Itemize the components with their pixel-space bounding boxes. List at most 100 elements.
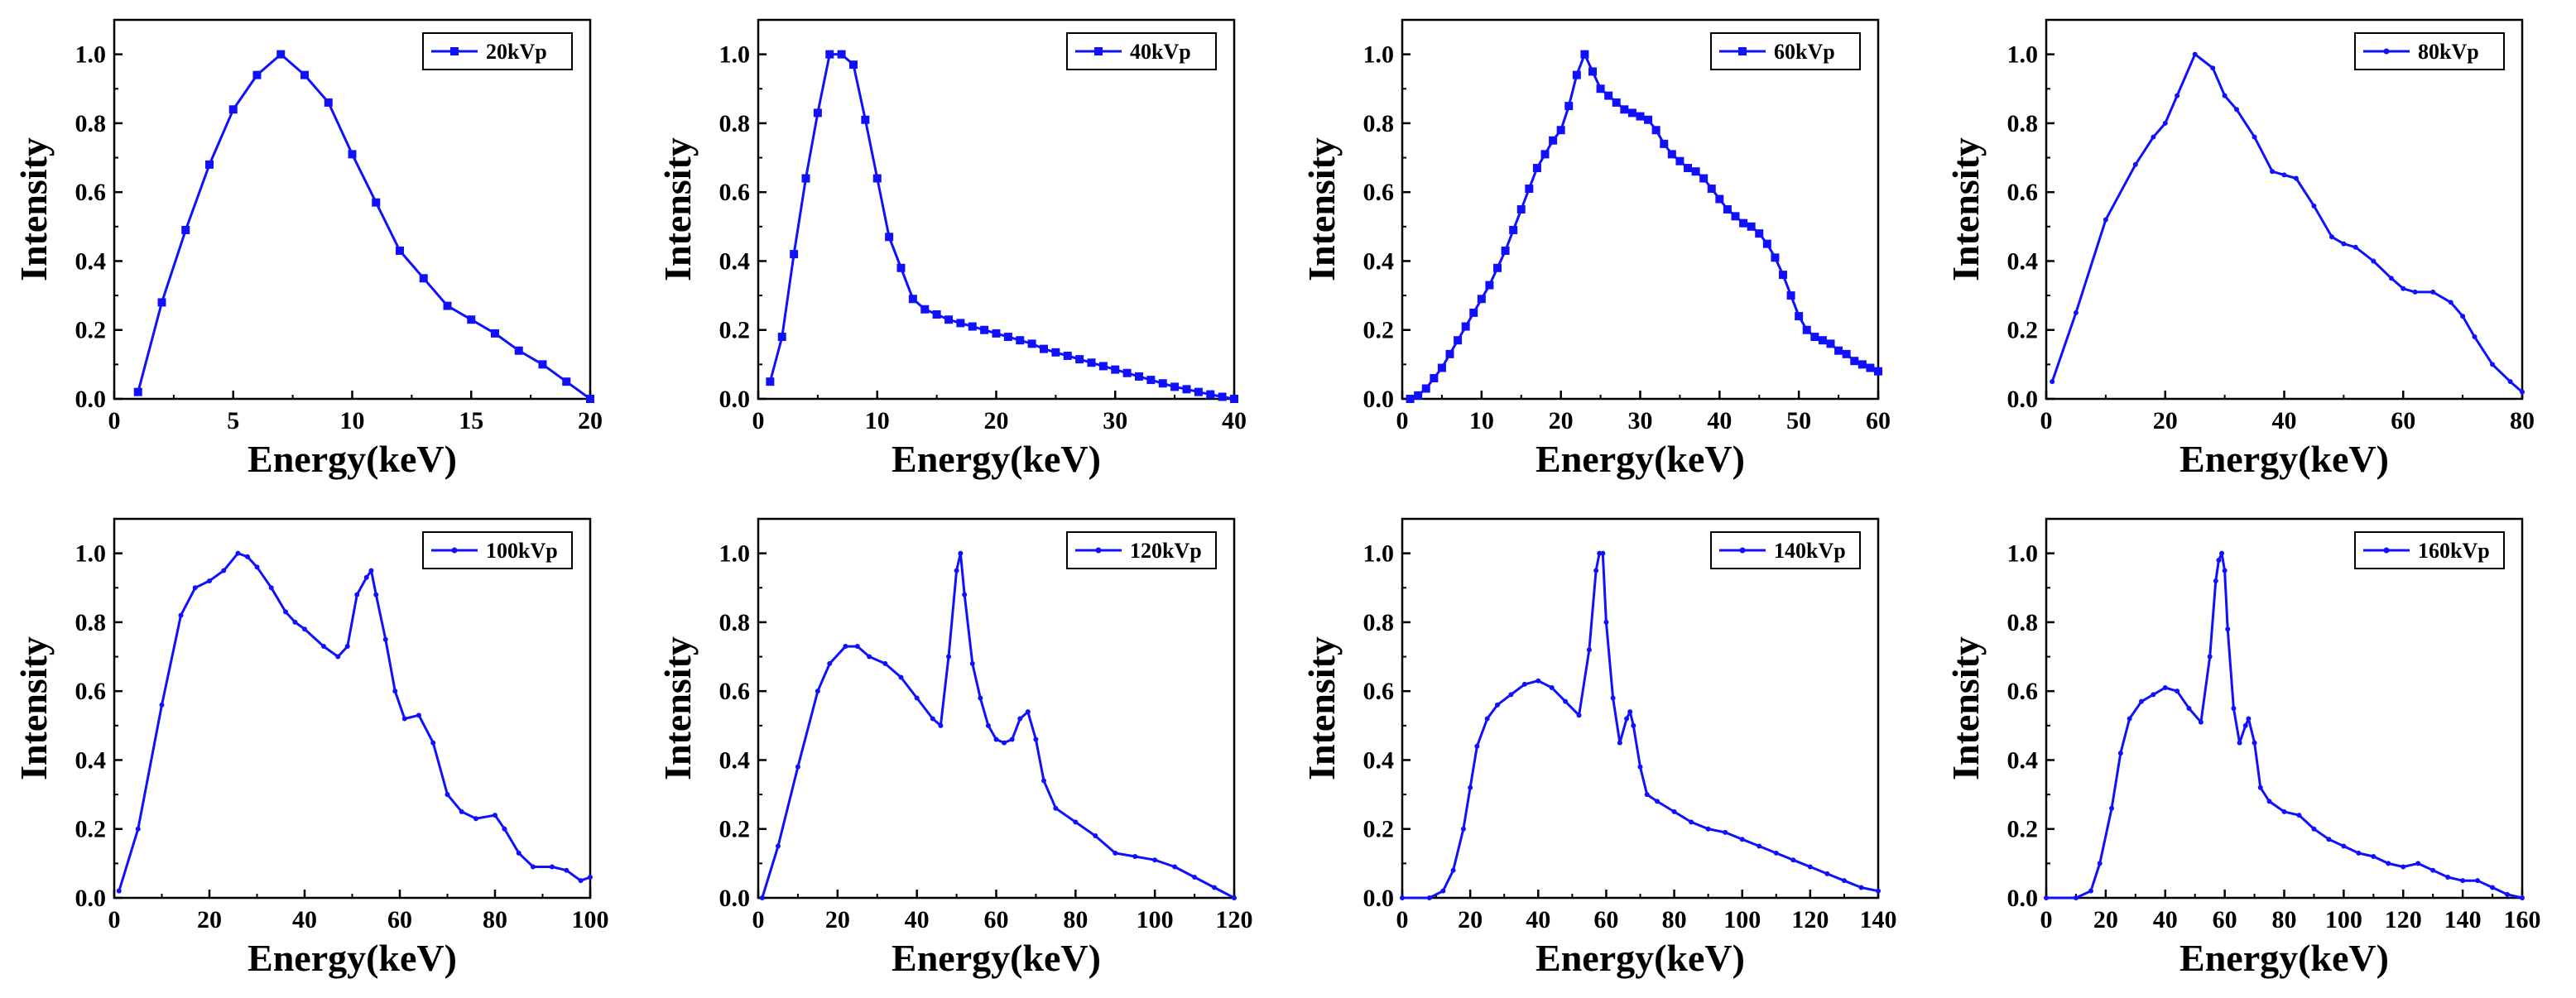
data-point [396,246,404,255]
x-axis-title: Energy(keV) [2180,438,2389,480]
data-point [1790,857,1796,863]
data-point [1132,854,1138,860]
data-point [1667,150,1676,159]
data-point [207,578,212,583]
data-point [344,644,350,650]
data-point [2507,379,2513,385]
data-point [491,329,499,338]
data-point [1041,778,1046,784]
chart-panel-80kVp: 0 20 40 60 80 0.0 0.2 0.4 0.6 0.8 1.0 Energy(keV) In… [1932,0,2576,499]
data-point [837,50,846,59]
data-point [1033,737,1039,742]
x-tick-label: 60 [2213,906,2237,933]
data-point [1532,164,1541,173]
data-point [2252,134,2257,140]
data-point [2186,706,2192,711]
data-point [514,346,523,355]
data-point [1818,336,1827,345]
data-point [564,867,570,873]
data-point [1644,115,1653,124]
data-point [419,274,428,283]
data-point [467,315,476,324]
data-point [1536,678,1541,684]
data-point [1485,281,1494,290]
data-point [1684,164,1692,173]
x-tick-label: 120 [2385,906,2422,933]
data-point [946,654,951,660]
data-point [1406,395,1415,403]
data-point [1580,50,1589,59]
data-point [1841,878,1847,884]
data-point [962,592,968,597]
data-point [586,395,594,403]
series-line [2046,552,2523,900]
data-point [2219,550,2225,556]
legend-label: 100kVp [486,539,558,563]
y-tick-label: 0.0 [1363,885,1395,912]
data-point [2175,93,2180,98]
data-point [1549,136,1558,145]
y-tick-label: 0.8 [2007,609,2039,636]
data-point [1563,698,1569,704]
plot-frame [1401,18,1880,401]
data-point [1073,819,1079,825]
data-point [1525,185,1534,194]
data-point [992,329,1001,338]
x-tick-label: 60 [1866,407,1891,434]
x-tick-label: 0 [1396,407,1409,434]
x-axis-title: Energy(keV) [248,438,457,480]
data-point [1842,349,1851,358]
data-point [1610,695,1616,701]
data-point [1858,360,1867,369]
data-point [2386,861,2391,866]
data-point [815,689,820,694]
data-point [790,250,799,259]
y-tick-label: 0.4 [1363,746,1395,774]
x-tick-label: 80 [483,906,507,933]
data-point [1637,764,1643,770]
data-point [459,808,464,814]
data-point [2341,843,2347,849]
y-axis-title: Intensity [12,137,55,281]
data-point [1430,374,1439,383]
data-point [1454,336,1463,345]
data-point [1757,843,1762,849]
series-line [118,552,591,892]
data-point [2175,689,2180,694]
data-point [777,333,786,342]
data-point [2073,895,2079,900]
data-point [1597,550,1603,556]
data-point [1146,376,1156,385]
data-point [896,263,906,272]
data-point [1212,885,1218,890]
y-tick-label: 0.0 [719,386,751,413]
data-point [178,612,184,618]
data-point [2412,289,2418,295]
data-point [2207,654,2213,660]
data-point [2242,722,2248,728]
x-axis-title: Energy(keV) [248,937,457,979]
legend-marker [1739,547,1746,554]
x-tick-label: 0 [108,407,121,434]
data-point [2293,175,2299,181]
data-point [2192,51,2198,57]
y-tick-label: 0.4 [75,746,107,774]
data-point [1874,367,1882,376]
data-point [1627,709,1633,715]
data-point [2371,258,2377,264]
data-point [335,654,341,660]
y-tick-label: 0.8 [719,609,751,636]
data-point [1705,826,1711,832]
x-tick-label: 5 [227,407,239,434]
data-point [932,309,941,319]
data-point [157,298,166,307]
y-tick-label: 0.2 [75,317,107,344]
x-tick-label: 60 [1593,906,1618,933]
legend-box [422,531,573,569]
x-tick-label: 120 [1791,906,1829,933]
series-line [761,552,1235,900]
data-point [1731,212,1740,221]
data-point [2401,864,2406,870]
data-point [1691,167,1700,176]
data-point [228,105,238,114]
